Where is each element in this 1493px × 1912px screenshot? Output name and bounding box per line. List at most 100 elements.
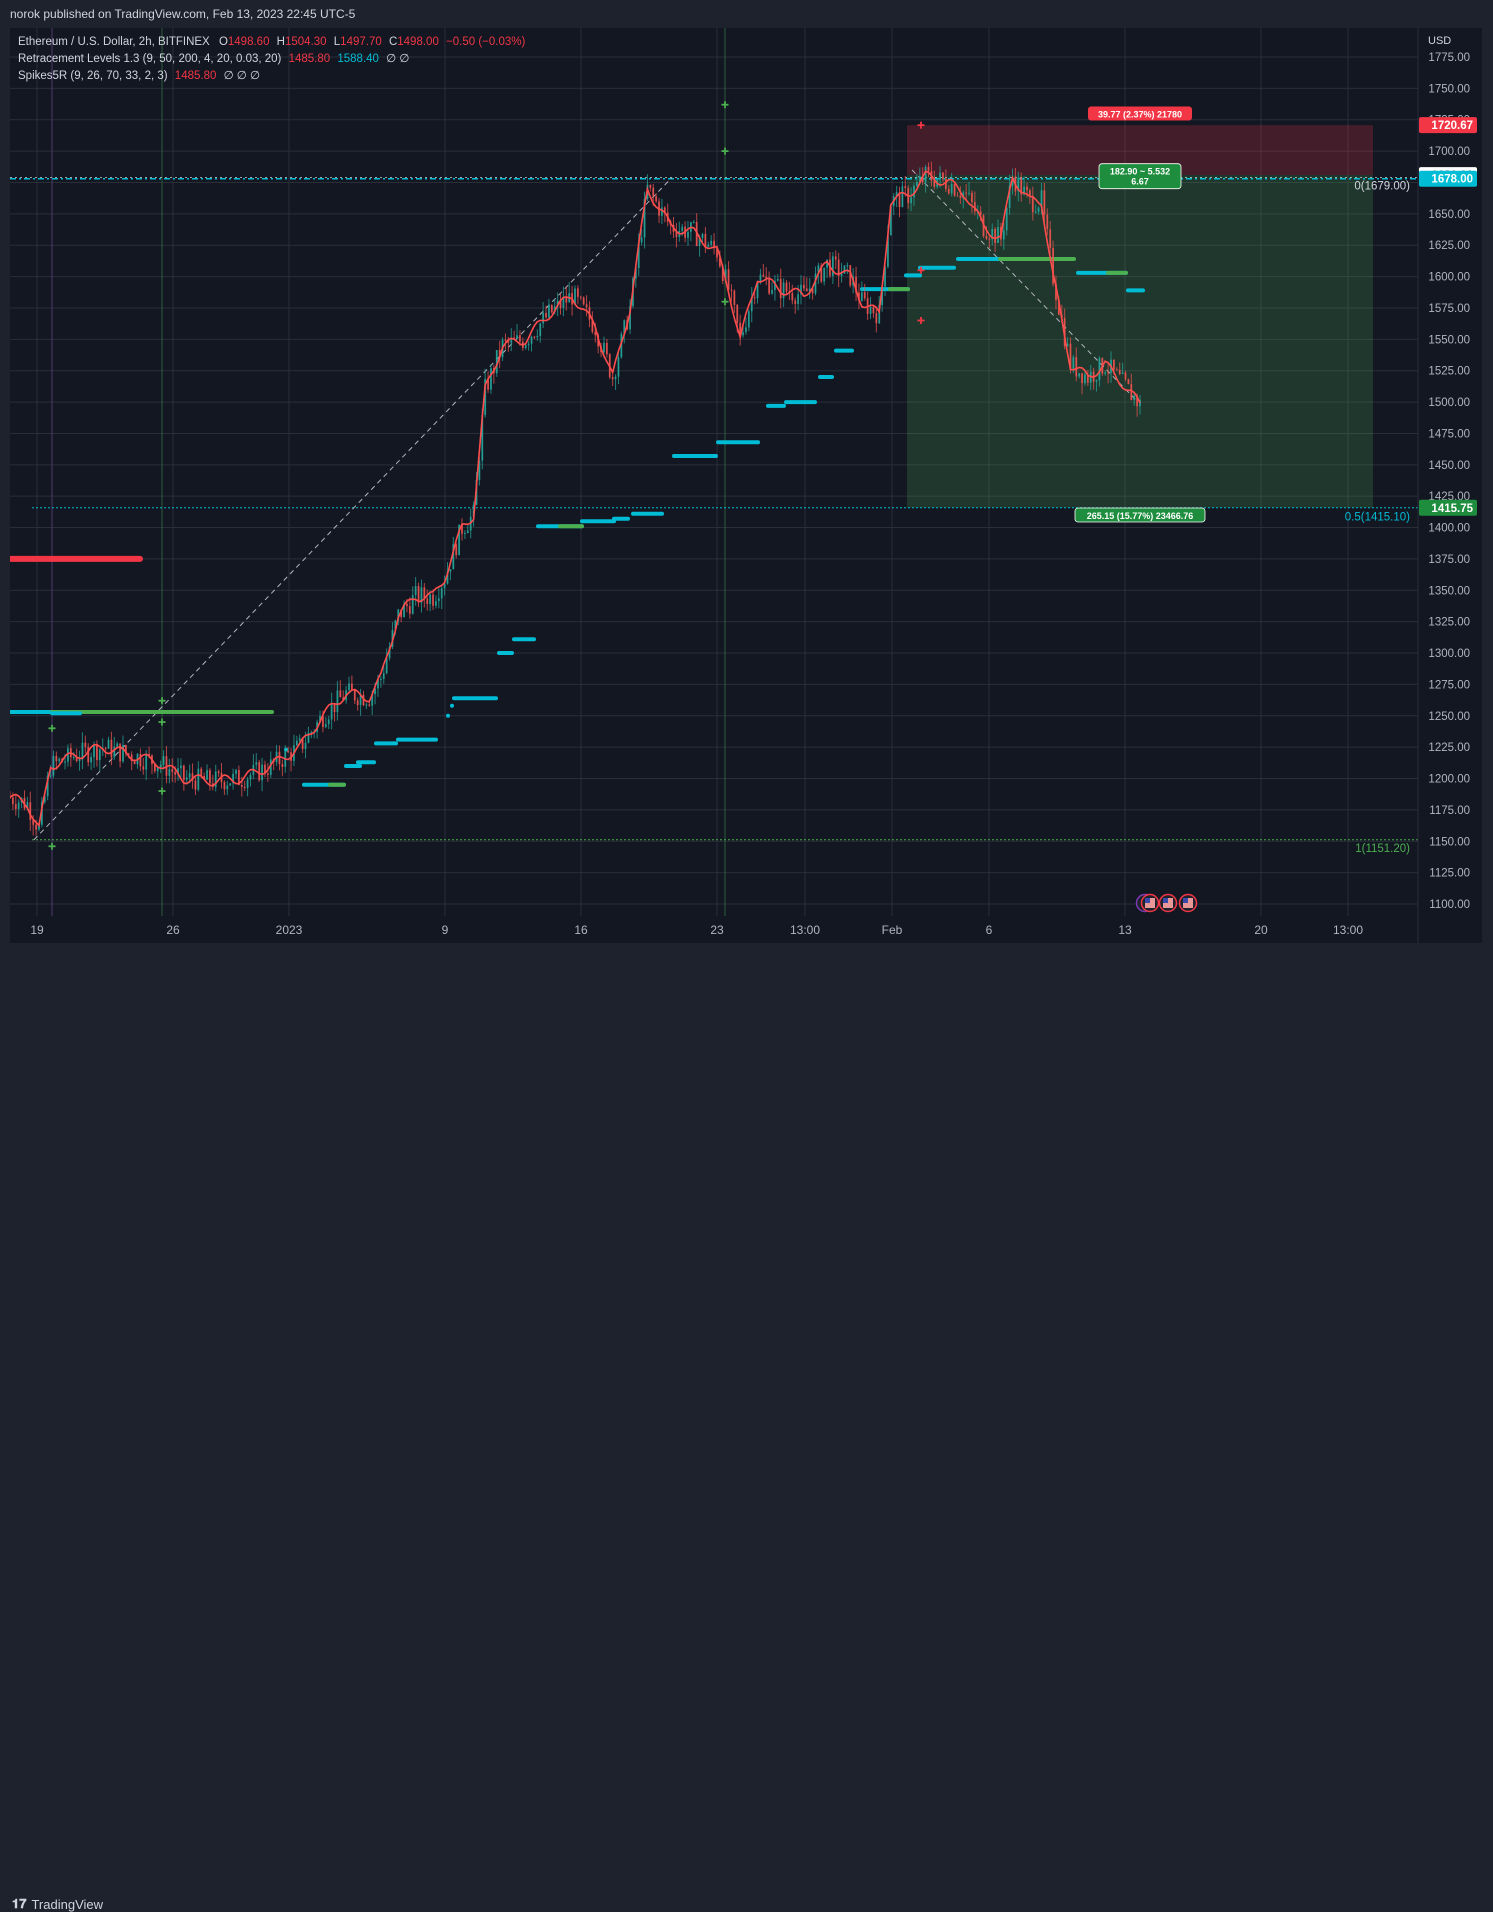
candle-body (516, 335, 518, 339)
candle-body (736, 304, 739, 323)
indicator-2-value-1: 1485.80 (174, 70, 217, 82)
tradingview-logo[interactable]: 𝟏𝟕 TradingView (12, 1896, 103, 1912)
price-tick-label: 1700.00 (1428, 146, 1470, 158)
candle-body (237, 769, 240, 786)
time-tick-label: 23 (710, 923, 724, 937)
candle-body (40, 802, 43, 825)
candle-body (200, 768, 203, 777)
candle-body (1002, 230, 1005, 240)
candle-body (805, 288, 808, 292)
candle-body (814, 273, 817, 294)
candle-body (148, 753, 150, 756)
open-label: O (218, 36, 228, 48)
candle-body (1066, 343, 1069, 346)
candle-body (533, 336, 536, 338)
indicator-1-name[interactable]: Retracement Levels 1.3 (9, 50, 200, 4, 2… (18, 53, 282, 65)
candle-body (530, 336, 533, 344)
indicator-1-value-2: 1588.40 (337, 53, 379, 65)
candle-body (973, 202, 976, 212)
spike-marker (917, 121, 925, 129)
candle-body (84, 742, 87, 747)
candle-body (692, 221, 695, 223)
candle-body (858, 292, 860, 301)
symbol-name[interactable]: Ethereum / U.S. Dollar, 2h, BITFINEX (18, 36, 210, 48)
candle-body (620, 334, 623, 358)
candle-body (918, 176, 921, 182)
candle-body (716, 248, 718, 258)
candle-body (605, 342, 608, 355)
candle-body (182, 765, 185, 780)
high-badge: 1720.67 (1419, 117, 1477, 134)
price-tick-label: 1275.00 (1428, 679, 1470, 691)
candle-body (11, 797, 14, 805)
time-tick-label: Feb (882, 923, 903, 937)
spike-marker (48, 842, 56, 850)
candle-body (414, 586, 417, 596)
candle-body (1086, 374, 1089, 383)
candle-body (107, 739, 110, 749)
candle-body (124, 745, 127, 754)
candle-body (377, 678, 379, 689)
candle-body (379, 678, 382, 680)
candle-body (962, 192, 965, 198)
candle-body (188, 773, 191, 778)
candle-body (78, 759, 81, 762)
candle-body (1139, 399, 1141, 407)
price-tick-label: 1625.00 (1428, 240, 1470, 252)
trend-line-up (33, 177, 673, 841)
stop-label: 39.77 (2.37%) 21780 (1088, 106, 1192, 121)
candle-body (1124, 372, 1127, 380)
candle-body (385, 658, 388, 674)
candle-body (527, 343, 530, 346)
candle-body (655, 196, 658, 202)
support-badge: 1415.75 (1419, 499, 1477, 516)
candle-body (191, 773, 194, 781)
price-chart[interactable]: 1100.00 1125.00 1150.00 1175.00 1200.00 1225.… (0, 0, 1493, 979)
event-icon (1178, 893, 1198, 913)
time-axis: 19 26 2023 9 16 23 13:00 Feb 6 13 20 13:00 (30, 923, 1363, 937)
candle-body (791, 293, 794, 301)
candle-body (348, 683, 350, 691)
candle-body (327, 719, 330, 725)
candle-body (266, 773, 269, 775)
chart-frame[interactable] (10, 28, 1482, 943)
stop-label-bg (1088, 106, 1192, 121)
price-tick-label: 1400.00 (1428, 523, 1470, 535)
candle-body (14, 804, 17, 809)
candle-body (174, 771, 177, 775)
candle-body (333, 703, 336, 713)
spike-marker (158, 697, 166, 705)
candle-body (939, 172, 941, 180)
candle-body (1130, 384, 1133, 401)
candle-body (478, 460, 481, 480)
price-tick-label: 1250.00 (1428, 711, 1470, 723)
price-tick-label: 1475.00 (1428, 428, 1470, 440)
candle-body (959, 195, 962, 198)
price-tick-label: 1150.00 (1429, 836, 1470, 848)
price-tick-label: 1175.00 (1429, 805, 1470, 817)
candle-body (513, 337, 516, 339)
candle-body (1026, 186, 1028, 191)
candle-body (898, 192, 901, 208)
candle-body (455, 544, 458, 556)
candle-body (1084, 374, 1086, 384)
indicator-1-rest: ∅ ∅ (386, 53, 410, 65)
candle-body (765, 276, 768, 279)
candle-body (707, 244, 710, 247)
candle-body (1107, 372, 1110, 374)
candle-body (979, 211, 982, 216)
candle-body (915, 181, 918, 186)
candle-body (255, 762, 258, 765)
candle-body (887, 235, 889, 267)
candle-body (90, 757, 93, 763)
candle-body (394, 620, 397, 630)
resistance-badge-text: 1678.00 (1431, 174, 1473, 186)
candle-body (110, 739, 113, 758)
candle-body (93, 744, 95, 758)
indicator-2-name[interactable]: Spikes5R (9, 26, 70, 33, 2, 3) (18, 70, 168, 82)
price-tick-label: 1375.00 (1428, 554, 1470, 566)
candle-body (895, 192, 898, 197)
candle-body (718, 257, 721, 267)
candle-body (81, 742, 84, 760)
candle-body (846, 265, 849, 267)
